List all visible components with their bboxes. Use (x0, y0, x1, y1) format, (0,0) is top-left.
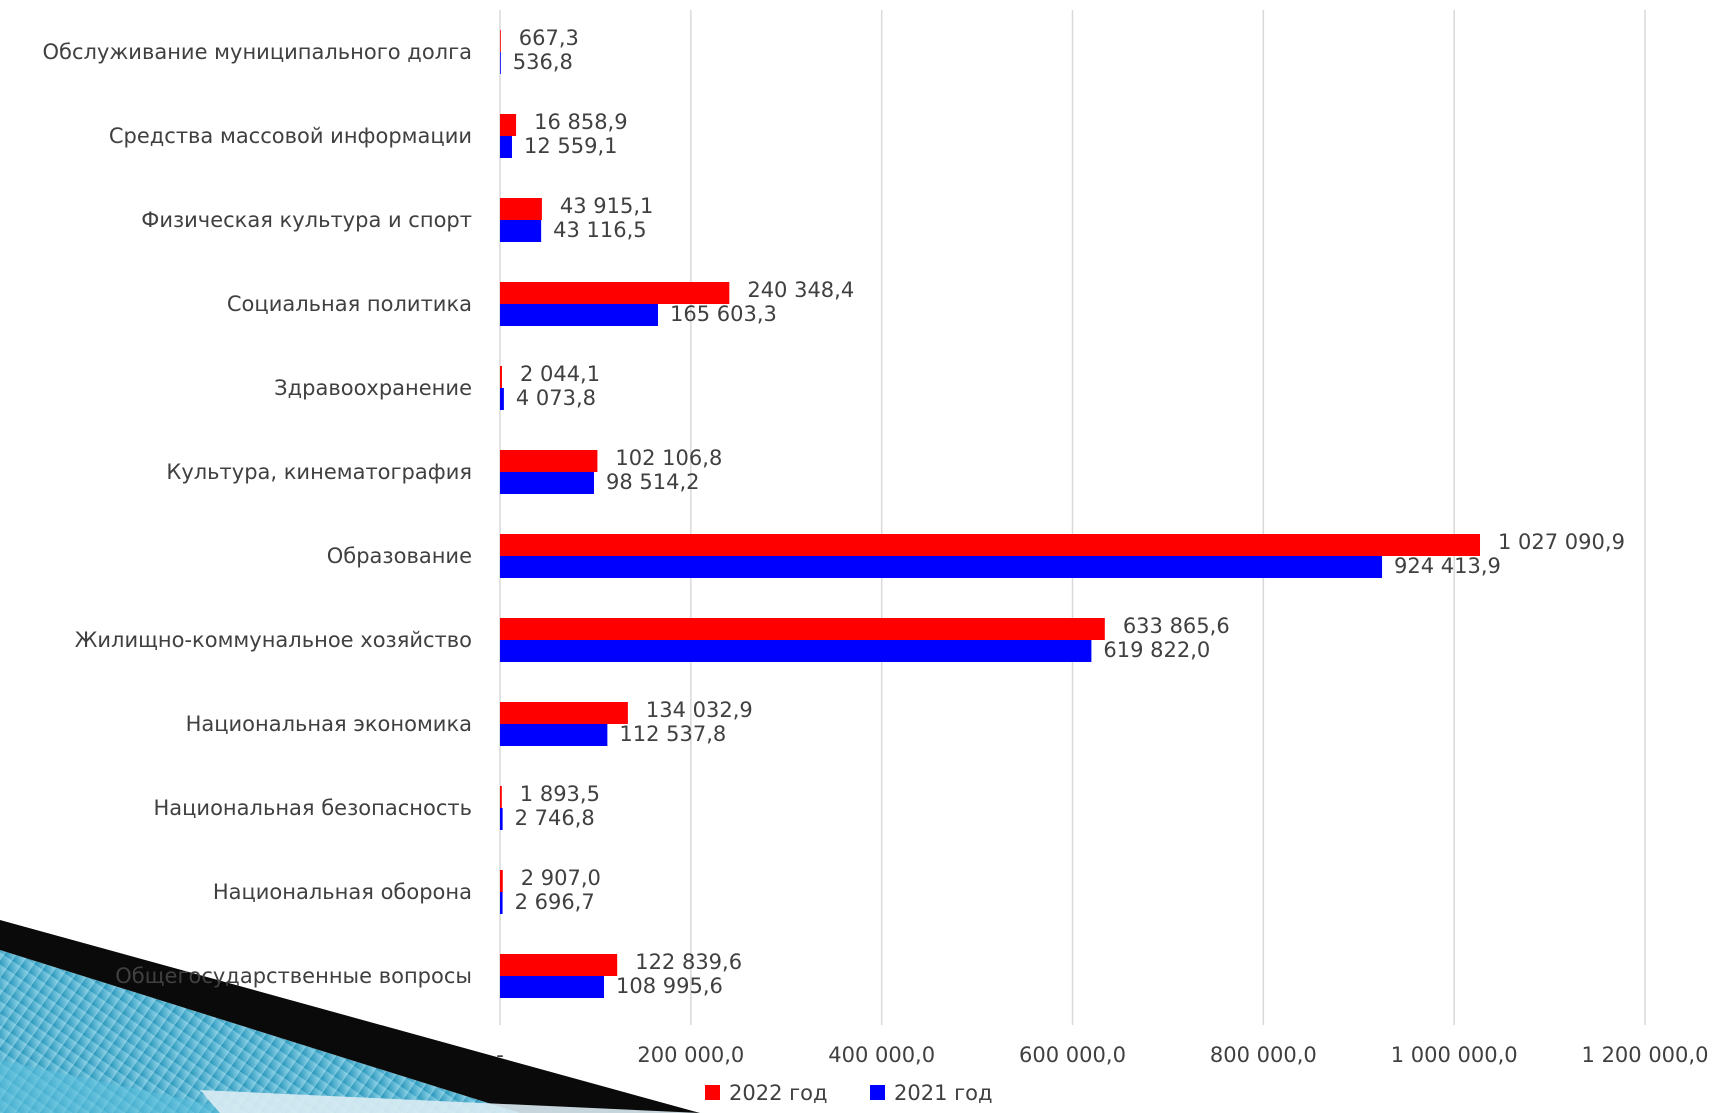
data-label: 2 907,0 (521, 866, 601, 890)
bar-2021 (500, 136, 512, 158)
category-label: Образование (327, 544, 472, 568)
x-tick-label: 200 000,0 (637, 1043, 744, 1067)
data-label: 98 514,2 (606, 470, 700, 494)
x-tick-label: 800 000,0 (1210, 1043, 1317, 1067)
legend-swatch (705, 1085, 720, 1100)
bar-2021 (500, 892, 503, 914)
data-label: 12 559,1 (524, 134, 618, 158)
bar-2021 (500, 388, 504, 410)
bar-2022 (500, 618, 1105, 640)
category-label: Общегосударственные вопросы (115, 964, 472, 988)
labels: - 200 000,0 400 000,0 600 000,0 800 000,0 1 0… (43, 26, 1709, 1067)
data-label: 112 537,8 (619, 722, 726, 746)
legend-swatch (870, 1085, 885, 1100)
bar-2022 (500, 198, 542, 220)
bar-2022 (500, 450, 598, 472)
bar-2021 (500, 52, 501, 74)
data-label: 667,3 (519, 26, 579, 50)
data-label: 619 822,0 (1103, 638, 1210, 662)
data-label: 2 746,8 (515, 806, 595, 830)
bar-2021 (500, 220, 542, 242)
bar-2021 (500, 724, 608, 746)
data-label: 536,8 (513, 50, 573, 74)
data-label: 122 839,6 (635, 950, 742, 974)
bar-2022 (500, 114, 517, 136)
bar-2021 (500, 556, 1383, 578)
bars (500, 30, 1481, 998)
category-label: Национальная оборона (213, 880, 472, 904)
bar-2022 (500, 702, 628, 724)
data-label: 924 413,9 (1394, 554, 1501, 578)
data-label: 134 032,9 (646, 698, 753, 722)
x-tick-label: 400 000,0 (828, 1043, 935, 1067)
data-label: 102 106,8 (615, 446, 722, 470)
bar-2022 (500, 870, 503, 892)
data-label: 43 116,5 (553, 218, 647, 242)
category-label: Жилищно-коммунальное хозяйство (75, 628, 472, 652)
bar-2021 (500, 808, 503, 830)
x-tick-label: 1 200 000,0 (1582, 1043, 1709, 1067)
bar-2022 (500, 786, 502, 808)
bar-2022 (500, 534, 1481, 556)
x-tick-label: 600 000,0 (1019, 1043, 1126, 1067)
data-label: 240 348,4 (747, 278, 854, 302)
bar-2022 (500, 30, 501, 52)
x-tick-label: 1 000 000,0 (1391, 1043, 1518, 1067)
category-label: Физическая культура и спорт (141, 208, 472, 232)
category-label: Здравоохранение (274, 376, 472, 400)
data-label: 1 893,5 (520, 782, 600, 806)
category-label: Обслуживание муниципального долга (43, 40, 472, 64)
data-label: 633 865,6 (1123, 614, 1230, 638)
legend-label: 2021 год (894, 1081, 993, 1105)
legend-label: 2022 год (729, 1081, 828, 1105)
bar-2022 (500, 366, 502, 388)
bar-2021 (500, 976, 604, 998)
data-label: 2 044,1 (520, 362, 600, 386)
legend: 2022 год 2021 год (705, 1081, 993, 1105)
data-label: 16 858,9 (534, 110, 628, 134)
bar-2021 (500, 472, 594, 494)
category-label: Культура, кинематография (166, 460, 472, 484)
data-label: 43 915,1 (560, 194, 654, 218)
corner-decoration (0, 920, 700, 1113)
category-label: Национальная безопасность (153, 796, 472, 820)
bar-2021 (500, 304, 659, 326)
data-label: 4 073,8 (516, 386, 596, 410)
data-label: 108 995,6 (616, 974, 723, 998)
x-tick-label: - (496, 1043, 504, 1067)
data-label: 165 603,3 (670, 302, 777, 326)
category-label: Средства массовой информации (109, 124, 472, 148)
data-label: 2 696,7 (515, 890, 595, 914)
data-label: 1 027 090,9 (1498, 530, 1625, 554)
category-label: Национальная экономика (186, 712, 472, 736)
bar-2021 (500, 640, 1092, 662)
category-label: Социальная политика (227, 292, 472, 316)
bar-2022 (500, 954, 618, 976)
gridlines (499, 10, 1646, 1025)
bar-2022 (500, 282, 730, 304)
